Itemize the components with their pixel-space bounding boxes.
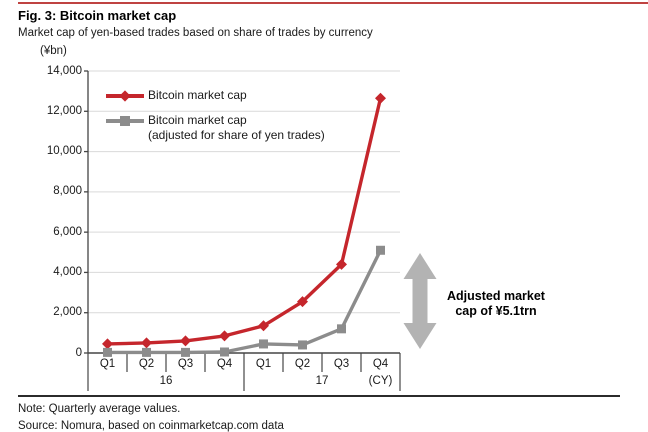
legend-red-line-diamond-icon — [106, 88, 144, 103]
data-point-diamond — [141, 337, 152, 349]
data-point-diamond — [102, 338, 113, 350]
annotation-line1: Adjusted market — [447, 289, 545, 303]
data-point-diamond — [258, 320, 269, 332]
y-axis-unit-label: (¥bn) — [40, 45, 67, 57]
adjusted-market-cap-annotation: Adjusted market cap of ¥5.1trn — [430, 289, 562, 319]
chart-legend: Bitcoin market cap Bitcoin market cap (a… — [106, 88, 325, 152]
data-point-square — [259, 339, 268, 349]
data-point-square — [181, 347, 190, 357]
data-point-square — [298, 340, 307, 350]
data-point-diamond — [219, 330, 230, 342]
legend-label: Bitcoin market cap (adjusted for share o… — [148, 113, 325, 142]
figure-title: Fig. 3: Bitcoin market cap — [18, 8, 177, 23]
data-point-diamond — [297, 296, 308, 308]
legend-item-adjusted-market-cap: Bitcoin market cap (adjusted for share o… — [106, 113, 325, 142]
series-line-gray — [107, 249, 383, 355]
data-point-square — [337, 324, 346, 334]
data-point-diamond — [336, 258, 347, 270]
note-text: Note: Quarterly average values. — [18, 403, 181, 415]
series-line-red — [107, 97, 383, 346]
footer-divider — [18, 395, 620, 397]
data-point-square — [220, 347, 229, 357]
data-point-square — [376, 245, 385, 255]
data-point-square — [142, 347, 151, 357]
annotation-line2: cap of ¥5.1trn — [455, 304, 537, 318]
legend-item-bitcoin-market-cap: Bitcoin market cap — [106, 88, 325, 103]
double-arrow-icon — [403, 253, 437, 349]
legend-label-line1: Bitcoin market cap — [148, 113, 247, 127]
legend-label: Bitcoin market cap — [148, 88, 247, 102]
data-point-diamond — [180, 335, 191, 347]
data-point-square — [103, 347, 112, 357]
figure-subtitle: Market cap of yen-based trades based on … — [18, 27, 373, 39]
data-point-diamond — [375, 92, 386, 104]
legend-gray-line-square-icon — [106, 113, 144, 128]
source-text: Source: Nomura, based on coinmarketcap.c… — [18, 420, 284, 432]
header-red-rule — [18, 2, 648, 4]
legend-label-line2: (adjusted for share of yen trades) — [148, 127, 325, 142]
